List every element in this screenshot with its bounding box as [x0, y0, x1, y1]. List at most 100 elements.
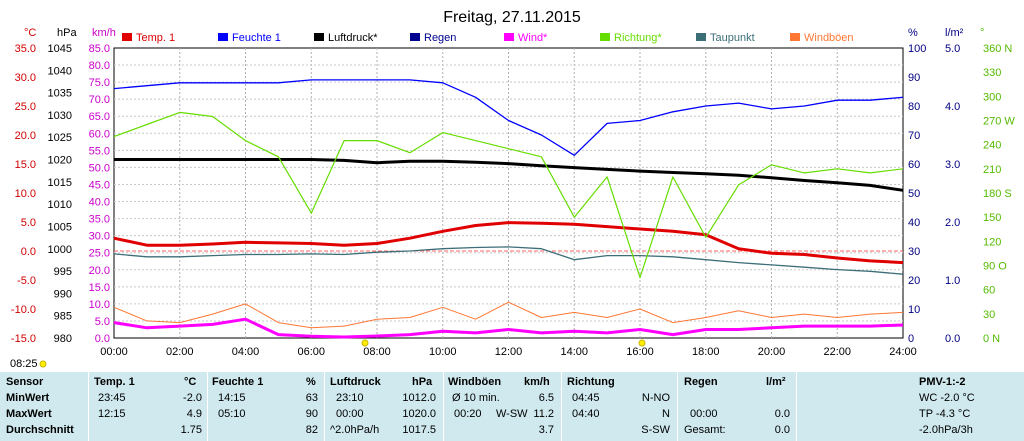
wind-tick-label: 30.0	[89, 231, 110, 243]
press-trend: ^2.0hPa/h	[330, 424, 380, 436]
gust-unit: km/h	[524, 376, 550, 388]
noon-marker	[361, 339, 369, 347]
press-tick-label: 1020	[48, 155, 72, 167]
press-tick-label: 1030	[48, 110, 72, 122]
temp-min: -2.0	[183, 392, 202, 404]
pmv-windchill: WC -2.0 °C	[919, 392, 975, 404]
x-tick-label: 22:00	[823, 346, 851, 358]
temp-tick-label: 30.0	[15, 72, 36, 84]
legend-label: Luftdruck*	[328, 32, 378, 44]
dir-tick-label: 330	[983, 67, 1001, 79]
plot-area	[113, 47, 904, 339]
series-line	[113, 317, 904, 339]
rain-axis-label: l/m²	[945, 27, 964, 39]
temp-min-time: 23:45	[98, 392, 126, 404]
temp-tick-label: 10.0	[15, 188, 36, 200]
rain-tick-label: 0.0	[945, 333, 960, 345]
pct-tick-label: 60	[908, 159, 920, 171]
rain-total-label: Gesamt:	[684, 424, 726, 436]
pct-tick-label: 30	[908, 246, 920, 258]
pmv-header: PMV-1:-2	[919, 376, 966, 388]
legend-label: Windböen	[804, 32, 854, 44]
pmv-trend: -2.0hPa/3h	[919, 424, 973, 436]
press-tick-label: 1005	[48, 221, 72, 233]
press-tick-label: 1035	[48, 88, 72, 100]
press-header: Luftdruck	[330, 376, 381, 388]
dir-tick-label: 210	[983, 164, 1001, 176]
legend-swatch	[696, 33, 706, 41]
pct-axis-label: %	[908, 27, 918, 39]
gust-max-time: 00:20	[454, 408, 482, 420]
legend-swatch	[790, 33, 800, 41]
wind-tick-label: 15.0	[89, 282, 110, 294]
wind-tick-label: 20.0	[89, 265, 110, 277]
legend-label: Wind*	[518, 32, 548, 44]
row-label-min: MinWert	[6, 392, 50, 404]
gust-avg: 3.7	[538, 424, 554, 436]
dir-tick-label: 150	[983, 212, 1001, 224]
dir-tick-label: 90 O	[983, 261, 1007, 273]
press-tick-label: 1010	[48, 199, 72, 211]
legend-label: Temp. 1	[136, 32, 175, 44]
legend-label: Feuchte 1	[232, 32, 281, 44]
wind-tick-label: 10.0	[89, 299, 110, 311]
legend-swatch	[218, 33, 228, 41]
press-max-time: 00:00	[336, 408, 364, 420]
sunset-marker	[638, 339, 646, 347]
wind-tick-label: 70.0	[89, 94, 110, 106]
press-min: 1012.0	[402, 392, 436, 404]
hum-max-time: 05:10	[218, 408, 246, 420]
pct-tick-label: 100	[908, 43, 926, 55]
temp-tick-label: 15.0	[15, 159, 36, 171]
rain-tick-label: 5.0	[945, 43, 960, 55]
pct-tick-label: 70	[908, 130, 920, 142]
gust-header: Windböen	[448, 376, 502, 388]
chart-axes: 00:00 02:00 04:00 06:00 08:00 10:00 12:00 14:00…	[11, 27, 1015, 358]
rain-tick-label: 2.0	[945, 217, 960, 229]
wind-tick-label: 60.0	[89, 128, 110, 140]
temp-tick-label: 5.0	[21, 217, 36, 229]
time-stamp: 08:25	[10, 358, 38, 370]
press-avg: 1017.5	[402, 424, 436, 436]
x-tick-label: 20:00	[758, 346, 786, 358]
dir-r1: N-NO	[641, 392, 670, 404]
temp-tick-label: 35.0	[15, 43, 36, 55]
x-tick-label: 06:00	[297, 346, 325, 358]
wind-tick-label: 75.0	[89, 77, 110, 89]
x-tick-label: 14:00	[560, 346, 588, 358]
dir-r2: N	[662, 408, 670, 420]
press-tick-label: 1045	[48, 43, 72, 55]
press-unit: hPa	[412, 376, 433, 388]
rain-r2: 0.0	[774, 408, 790, 420]
temp-tick-label: 0.0	[21, 246, 36, 258]
press-tick-label: 985	[54, 311, 72, 323]
rain-tick-label: 1.0	[945, 275, 960, 287]
press-tick-label: 1025	[48, 132, 72, 144]
x-tick-label: 16:00	[626, 346, 654, 358]
press-min-time: 23:10	[336, 392, 364, 404]
temp-tick-label: 20.0	[15, 130, 36, 142]
rain-unit: l/m²	[766, 376, 786, 388]
series-line	[113, 301, 904, 329]
series-line	[113, 111, 904, 279]
dir-tick-label: 0 N	[983, 333, 1000, 345]
wind-tick-label: 40.0	[89, 197, 110, 209]
temp-max: 4.9	[186, 408, 202, 420]
wind-tick-label: 85.0	[89, 43, 110, 55]
dir-r1-time: 04:45	[572, 392, 600, 404]
rain-tick-label: 4.0	[945, 101, 960, 113]
hum-min: 63	[305, 392, 318, 404]
temp-unit: °C	[184, 376, 197, 388]
press-axis-label: hPa	[57, 27, 77, 39]
press-tick-label: 1040	[48, 65, 72, 77]
pct-tick-label: 90	[908, 72, 920, 84]
wind-tick-label: 25.0	[89, 248, 110, 260]
x-tick-label: 24:00	[889, 346, 917, 358]
hum-max: 90	[305, 408, 318, 420]
legend-swatch	[314, 33, 324, 41]
chart-legend: Temp. 1 Feuchte 1 Luftdruck* Regen Wind* Rich…	[122, 32, 854, 44]
pct-tick-label: 50	[908, 188, 920, 200]
rain-r2-time: 00:00	[690, 408, 718, 420]
legend-swatch	[504, 33, 514, 41]
hum-min-time: 14:15	[218, 392, 246, 404]
